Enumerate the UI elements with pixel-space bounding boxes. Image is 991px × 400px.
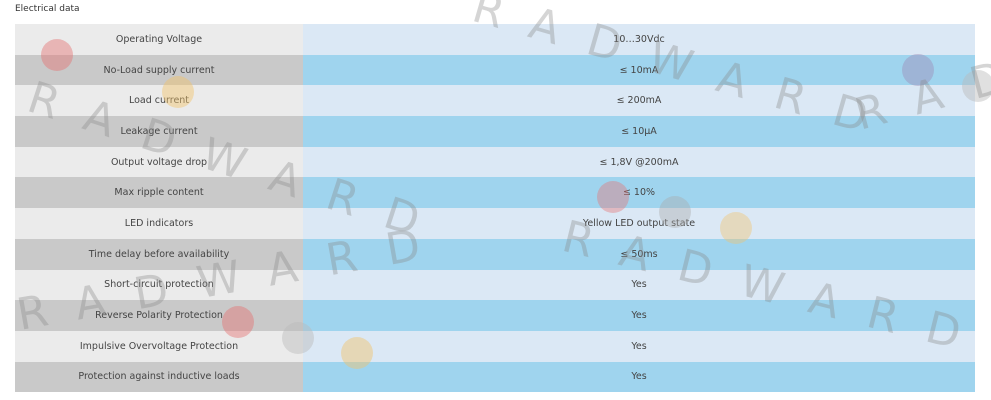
section-title: Electrical data: [15, 4, 80, 14]
row-label: Impulsive Overvoltage Protection: [15, 330, 303, 362]
row-value: ≤ 200mA: [303, 85, 975, 117]
row-value: Yes: [303, 300, 975, 331]
table-row: Time delay before availability ≤ 50ms: [15, 238, 975, 270]
row-value: ≤ 10µA: [303, 116, 975, 147]
row-value: ≤ 1,8V @200mA: [303, 146, 975, 178]
row-label: Operating Voltage: [15, 24, 303, 55]
table-row: Leakage current ≤ 10µA: [15, 116, 975, 147]
row-label: Short-circuit protection: [15, 269, 303, 301]
table-row: Output voltage drop ≤ 1,8V @200mA: [15, 146, 975, 178]
row-label: LED indicators: [15, 208, 303, 239]
table-row: Protection against inductive loads Yes: [15, 361, 975, 393]
row-value: ≤ 10%: [303, 177, 975, 209]
table-row: Impulsive Overvoltage Protection Yes: [15, 330, 975, 362]
row-value: Yes: [303, 330, 975, 362]
row-value: Yes: [303, 361, 975, 393]
row-value: Yes: [303, 269, 975, 301]
spec-table: Operating Voltage 10…30Vdc No-Load supply …: [15, 24, 975, 393]
row-label: Time delay before availability: [15, 238, 303, 270]
table-row: Operating Voltage 10…30Vdc: [15, 24, 975, 55]
row-label: Protection against inductive loads: [15, 361, 303, 393]
row-value: Yellow LED output state: [303, 208, 975, 239]
row-label: Load current: [15, 85, 303, 117]
table-row: Reverse Polarity Protection Yes: [15, 300, 975, 331]
row-label: Leakage current: [15, 116, 303, 147]
table-row: LED indicators Yellow LED output state: [15, 208, 975, 239]
row-value: ≤ 50ms: [303, 238, 975, 270]
row-label: Reverse Polarity Protection: [15, 300, 303, 331]
row-label: Output voltage drop: [15, 146, 303, 178]
row-value: 10…30Vdc: [303, 24, 975, 55]
table-row: Load current ≤ 200mA: [15, 85, 975, 117]
row-value: ≤ 10mA: [303, 54, 975, 86]
row-label: Max ripple content: [15, 177, 303, 209]
row-label: No-Load supply current: [15, 54, 303, 86]
table-row: Max ripple content ≤ 10%: [15, 177, 975, 209]
table-row: No-Load supply current ≤ 10mA: [15, 54, 975, 86]
table-row: Short-circuit protection Yes: [15, 269, 975, 301]
